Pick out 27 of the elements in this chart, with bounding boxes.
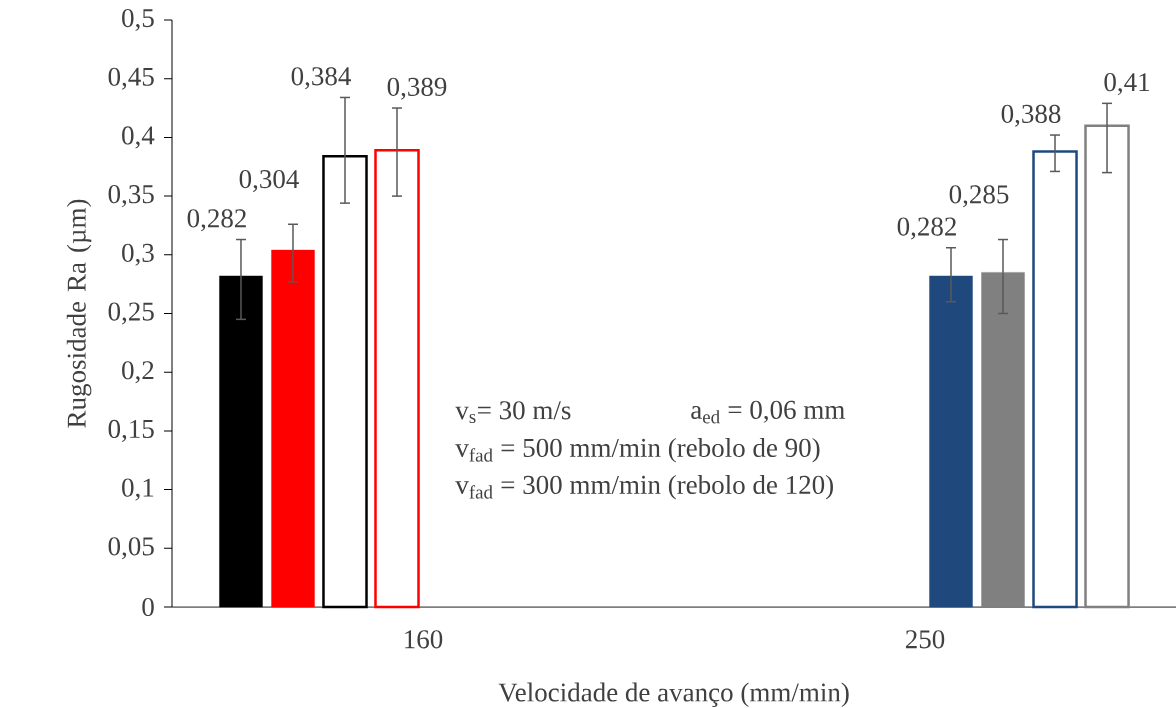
x-tick-label: 250 [905,630,945,649]
data-label: 0,282 [187,209,246,232]
annotation: a$_{ed}$ = 0,06 mm [691,400,845,424]
annotation: v$_{fad}$ = 300 mm/min (rebolo de 120) [455,474,833,500]
data-label: 0,41 [1104,73,1150,96]
x-axis-title: Velocidade de avanço (mm/min) [498,682,849,708]
data-label: 0,388 [1001,104,1061,127]
y-tick-label: 0,1 [122,478,154,501]
y-tick-label: 0,4 [122,126,155,149]
y-tick-label: 0,25 [108,302,154,325]
data-label: 0,389 [387,77,447,100]
y-tick-label: 0,15 [108,419,154,442]
annotation: v$_{s}$= 30 m/s [455,401,571,424]
y-tick-label: 0,2 [122,361,154,384]
data-label: 0,304 [239,169,299,193]
y-tick-label: 0,5 [122,8,154,32]
data-label: 0,282 [897,217,956,240]
y-tick-label: 0,05 [108,537,154,560]
y-tick-label: 0,35 [108,185,154,208]
annotation: v$_{fad}$ = 500 mm/min (rebolo de 90) [455,438,820,463]
y-tick-label: 0,45 [108,67,154,90]
y-tick-label: 0,3 [122,243,154,266]
data-label: 0,285 [949,185,1009,208]
x-tick-label: 160 [405,630,443,649]
y-tick-label: 0 [142,597,154,617]
y-axis-title: Rugosidade Ra (µm) [66,199,92,428]
data-label: 0,384 [291,67,351,90]
